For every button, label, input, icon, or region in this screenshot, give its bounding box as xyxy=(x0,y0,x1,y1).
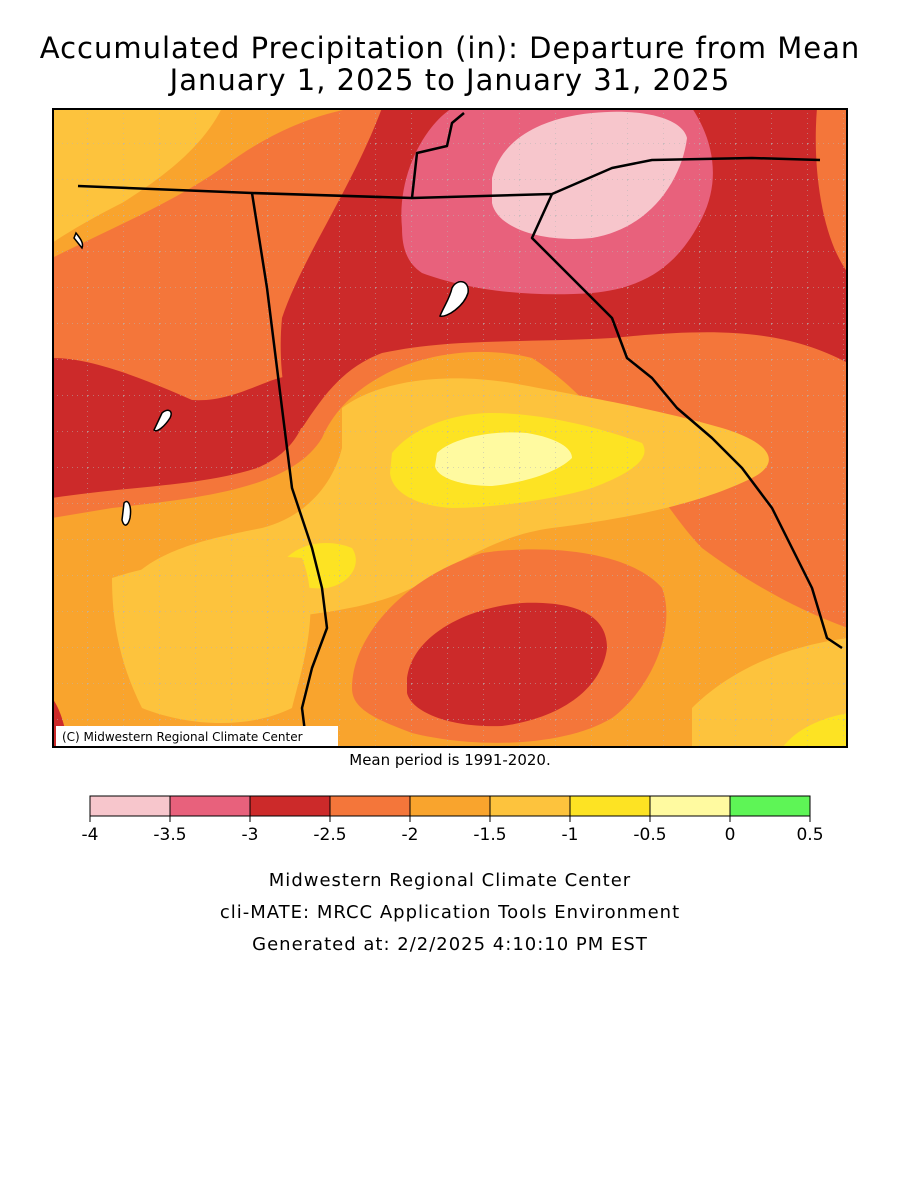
precipitation-departure-map: (C) Midwestern Regional Climate Center xyxy=(52,108,848,748)
lat-lon-grid xyxy=(52,108,848,748)
legend-swatch xyxy=(169,795,251,817)
legend-swatch xyxy=(729,795,811,817)
map-title-line-2: January 1, 2025 to January 31, 2025 xyxy=(169,63,731,97)
lakes xyxy=(73,231,469,526)
copyright-box xyxy=(56,726,338,746)
legend-swatch xyxy=(569,795,651,817)
legend-tick-label: -2 xyxy=(402,825,419,845)
legend-tick-label: -3 xyxy=(242,825,259,845)
legend-swatch xyxy=(249,795,331,817)
footer-organization: Midwestern Regional Climate Center xyxy=(268,870,632,891)
color-legend: -4 -3.5 -3 -2.5 -2 -1.5 -1 -0.5 0 0.5 xyxy=(82,795,824,845)
legend-tick-label: -4 xyxy=(82,825,99,845)
footer-generated-at: Generated at: 2/2/2025 4:10:10 PM EST xyxy=(252,934,648,955)
legend-tick-label: -3.5 xyxy=(153,825,186,845)
legend-tick-label: 0.5 xyxy=(796,825,823,845)
map-frame xyxy=(52,108,848,748)
legend-tick-label: 0 xyxy=(725,825,736,845)
legend-swatch xyxy=(329,795,411,817)
legend-swatch xyxy=(89,795,171,817)
footer-application: cli-MATE: MRCC Application Tools Environ… xyxy=(219,902,681,923)
legend-swatch xyxy=(409,795,491,817)
state-boundaries xyxy=(77,112,843,748)
legend-swatch xyxy=(489,795,571,817)
legend-tick-label: -1.5 xyxy=(473,825,506,845)
copyright-text: (C) Midwestern Regional Climate Center xyxy=(62,730,303,744)
legend-swatch xyxy=(649,795,731,817)
mean-period-note: Mean period is 1991-2020. xyxy=(349,751,551,769)
legend-tick-label: -0.5 xyxy=(633,825,666,845)
legend-tick-label: -1 xyxy=(562,825,579,845)
map-title-line-1: Accumulated Precipitation (in): Departur… xyxy=(39,31,861,65)
legend-tick-label: -2.5 xyxy=(313,825,346,845)
